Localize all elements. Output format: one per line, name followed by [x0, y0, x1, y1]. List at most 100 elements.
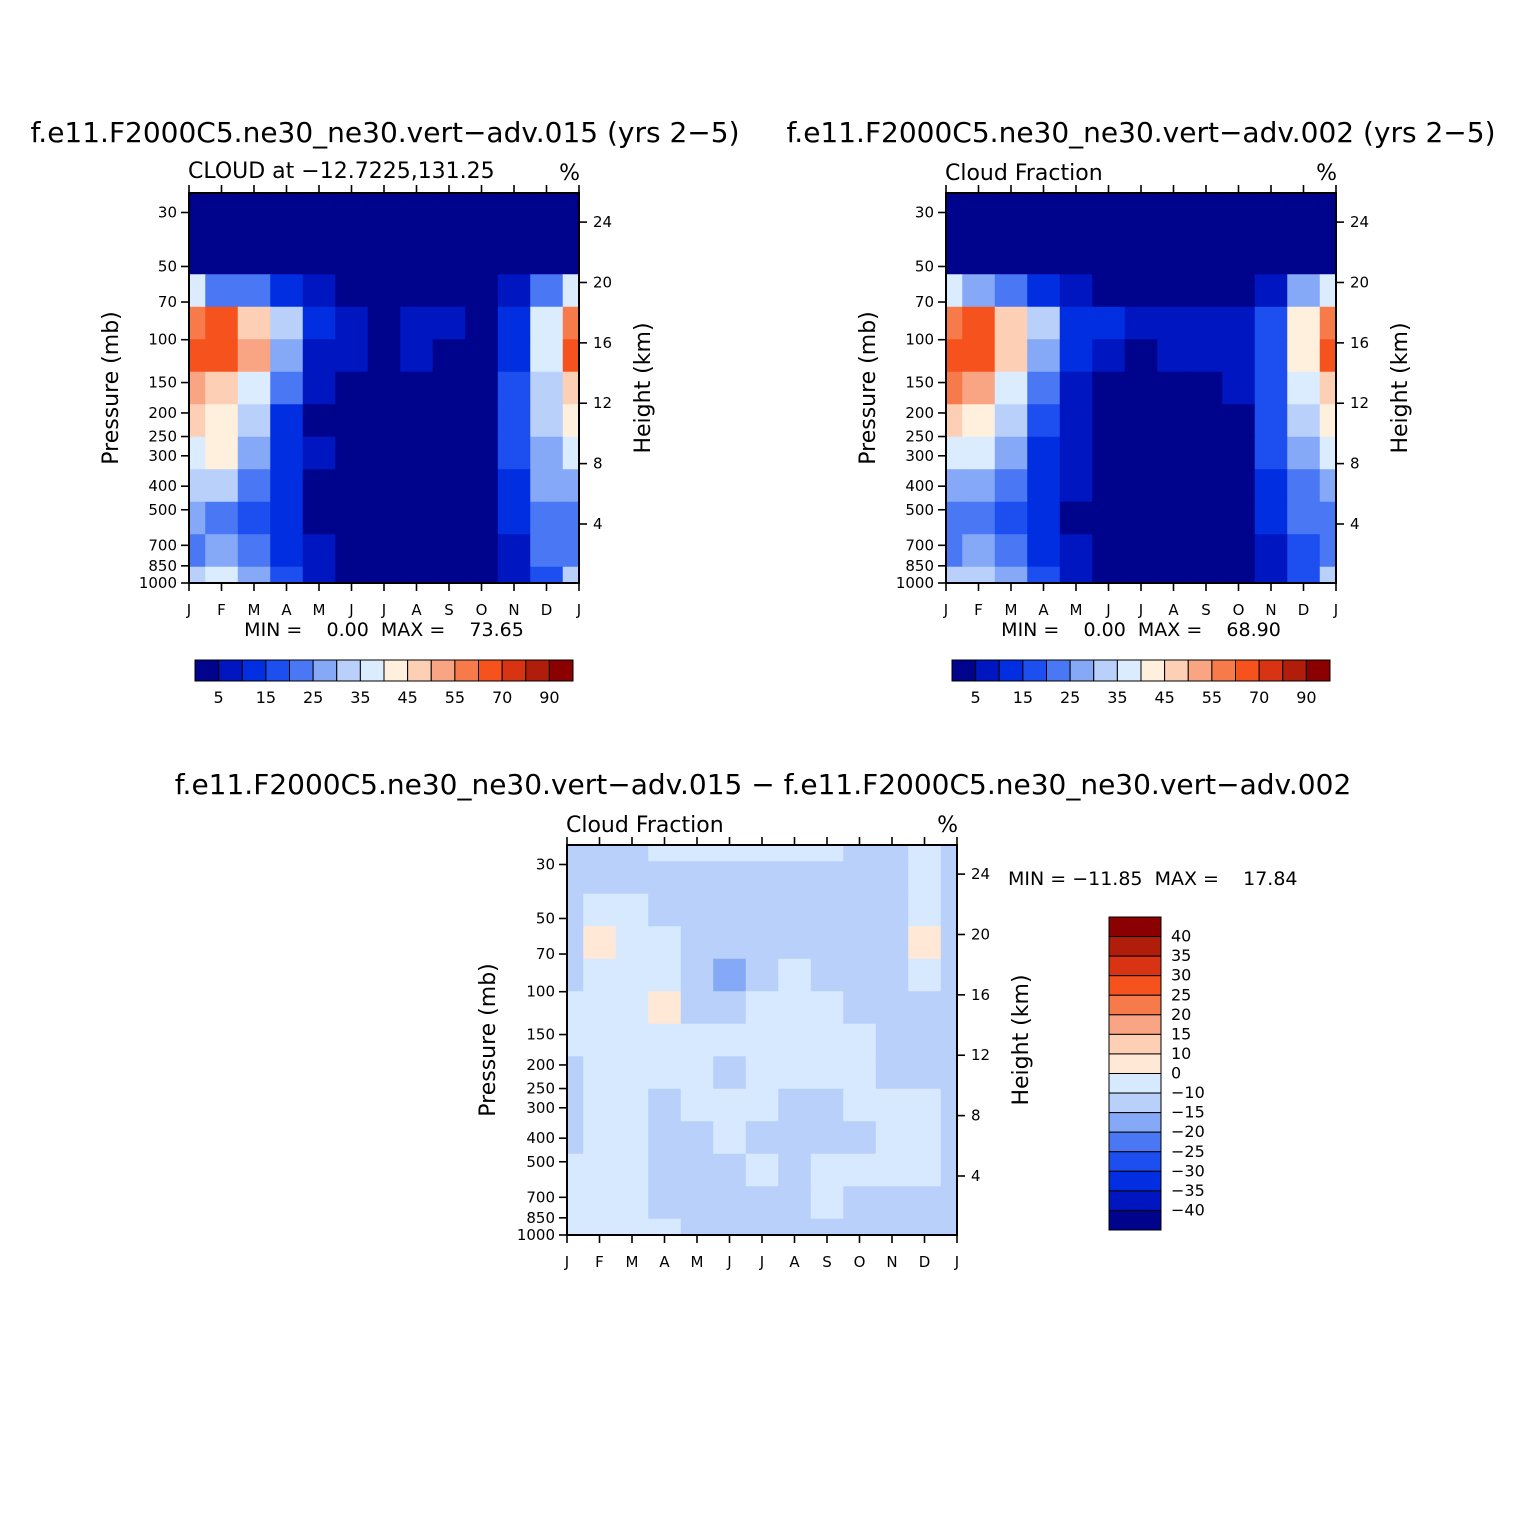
panel3-cell [843, 1218, 877, 1235]
panel3-cell [583, 958, 617, 992]
panel2-cell [1222, 436, 1256, 470]
panel1-cell [270, 534, 304, 568]
panel2-cell [1157, 371, 1191, 405]
panel2-cell [946, 371, 963, 405]
colorbar-swatch [1187, 659, 1213, 682]
colorbar-swatch [975, 659, 1000, 682]
panel2-cell [1287, 274, 1321, 308]
panel3-cell [778, 1023, 812, 1057]
panel3-cell [713, 893, 747, 927]
panel2-cell [1222, 371, 1256, 405]
panel1-cell [497, 404, 531, 438]
panel2-cell [1189, 501, 1223, 535]
panel2-cell [1254, 371, 1288, 405]
panel1-cell [400, 193, 434, 210]
panel2-ytick-label: 400 [905, 477, 934, 495]
panel1-cell [497, 209, 531, 243]
panel2-cell [1059, 274, 1093, 308]
panel3-cell [810, 1056, 844, 1090]
panel1-cell [270, 339, 304, 373]
panel1-cell [400, 371, 434, 405]
panel1-cell [205, 241, 239, 275]
panel3-cell [615, 1088, 649, 1122]
panel3-cell [567, 1186, 584, 1220]
panel1-cell [497, 501, 531, 535]
panel1-cell [497, 193, 531, 210]
panel1-cell [205, 501, 239, 535]
panel1-cell [562, 193, 579, 210]
panel3-ytick-label: 70 [536, 945, 555, 963]
colorbar-swatch [1108, 955, 1162, 977]
panel1-cell [465, 501, 499, 535]
panel1-xtick-label: M [313, 601, 326, 619]
colorbar-label: 45 [397, 688, 417, 707]
panel1-cell [335, 436, 369, 470]
panel3-cell [810, 926, 844, 960]
panel1-cell [562, 209, 579, 243]
panel1-cell [302, 339, 336, 373]
panel3-xtick-label: S [822, 1253, 832, 1271]
panel2-colorbar: 5 15 25 35 45 55 70 90 [951, 659, 1331, 707]
panel2-cell [1319, 436, 1336, 470]
panel3-ytick-label: 250 [526, 1080, 555, 1098]
panel2-cell [1287, 241, 1321, 275]
panel3-units: % [937, 813, 958, 838]
colorbar-swatch [1069, 659, 1095, 682]
panel2-cell [994, 534, 1028, 568]
panel3-ytick-label: 50 [536, 909, 555, 927]
panel3-cell [778, 1153, 812, 1187]
panel2-cell [946, 436, 963, 470]
panel2-ytick-label: 850 [905, 557, 934, 575]
panel3-cell [615, 1153, 649, 1187]
panel1-cell [302, 209, 336, 243]
panel3-cell [648, 845, 682, 862]
panel1-cell [302, 404, 336, 438]
colorbar-swatch [336, 659, 361, 682]
panel1-cell [367, 339, 401, 373]
panel3-ytick-label: 100 [526, 983, 555, 1001]
panel3-cell [778, 1121, 812, 1155]
panel1-cell [205, 371, 239, 405]
panel2-cell [1124, 209, 1158, 243]
panel2-cell [962, 501, 996, 535]
panel1-cell [189, 566, 206, 583]
panel2-cell [946, 501, 963, 535]
panel1-cell [302, 371, 336, 405]
panel1-cell [302, 469, 336, 503]
panel1-cell [562, 306, 579, 340]
panel1-cell [530, 404, 564, 438]
colorbar-label: 25 [1171, 985, 1191, 1004]
panel2-ylabel-right: Height (km) [1388, 322, 1413, 453]
panel1-cell [497, 241, 531, 275]
panel3-cell [778, 991, 812, 1025]
panel1-cell [497, 306, 531, 340]
panel3-cell [615, 1121, 649, 1155]
panel2-ytick-right-label: 20 [1350, 273, 1369, 291]
colorbar-swatch [1108, 1170, 1162, 1192]
panel3-cell [940, 1153, 957, 1187]
panel2-cell [1254, 274, 1288, 308]
panel3-cell [875, 1023, 909, 1057]
panel1-cell [205, 274, 239, 308]
colorbar-swatch [1108, 916, 1162, 938]
panel1-cell [465, 404, 499, 438]
panel3-cell [810, 893, 844, 927]
panel2-cell [1059, 534, 1093, 568]
panel3-cell [648, 991, 682, 1025]
panel1-cell [189, 241, 206, 275]
panel2-cell [1189, 209, 1223, 243]
panel2-cell [946, 193, 963, 210]
panel3-cell [713, 1121, 747, 1155]
panel1-cell [400, 469, 434, 503]
panel3-ytick-label: 500 [526, 1153, 555, 1171]
panel1-cell [189, 274, 206, 308]
panel1-cell [432, 193, 466, 210]
panel1-cell [562, 566, 579, 583]
panel2-cell [1189, 274, 1223, 308]
panel2-cell [1157, 306, 1191, 340]
panel3-cell [713, 1186, 747, 1220]
panel1-cell [189, 404, 206, 438]
panel1-cell [562, 501, 579, 535]
panel3-cell [940, 991, 957, 1025]
panel1-cell [400, 534, 434, 568]
